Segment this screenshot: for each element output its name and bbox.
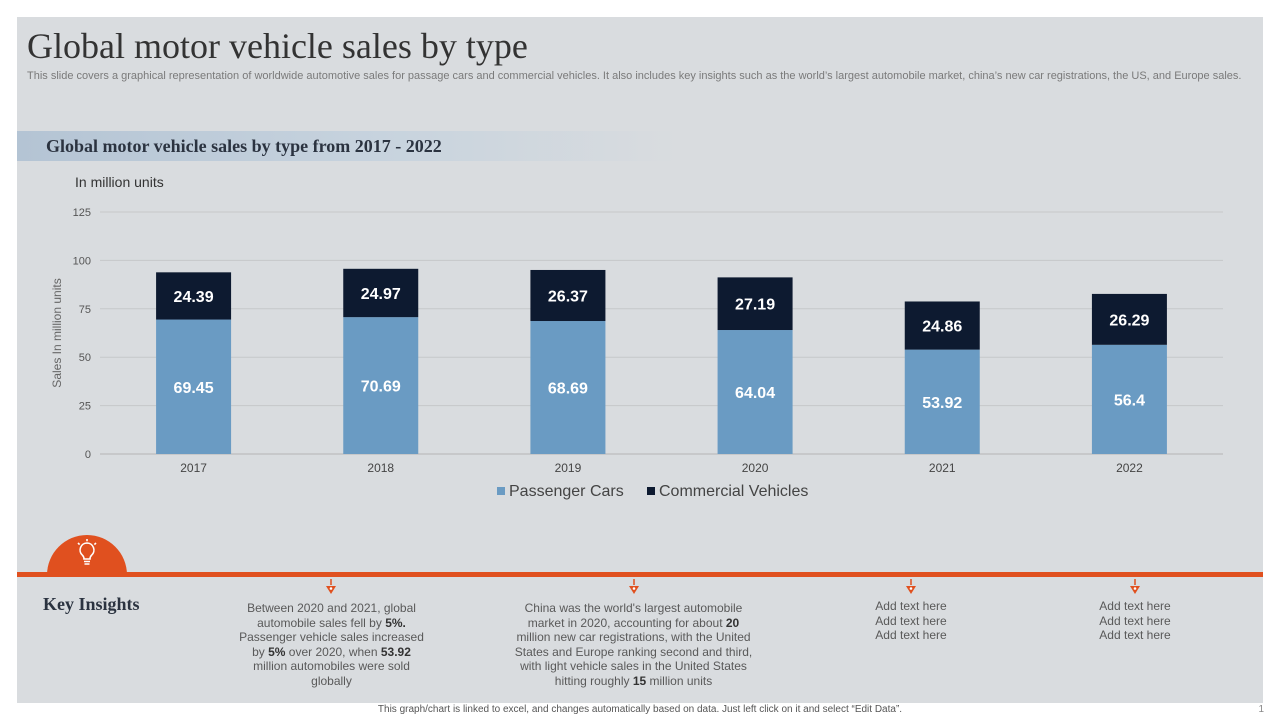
y-tick-label: 125 [73, 207, 91, 219]
data-label: 26.29 [1109, 312, 1149, 329]
x-tick-label: 2019 [555, 461, 582, 475]
accent-divider [17, 572, 1263, 577]
bar-commercial-vehicles-2021 [904, 301, 980, 350]
map-pin-icon [1130, 579, 1140, 594]
legend-swatch [497, 487, 505, 495]
bar-commercial-vehicles-2022 [1091, 293, 1167, 345]
y-axis-label: Sales In million units [50, 278, 64, 387]
bar-commercial-vehicles-2018 [343, 268, 419, 318]
data-label: 24.39 [174, 289, 214, 306]
footer-note: This graph/chart is linked to excel, and… [377, 704, 903, 715]
section-band: Global motor vehicle sales by type from … [17, 131, 677, 161]
y-tick-label: 25 [79, 401, 91, 413]
stacked-bar-chart: 0 25 50 75 100 125 Sales In million units 69.45… [50, 207, 1223, 500]
bar-passenger-cars-2022 [1091, 344, 1167, 454]
page-title: Global motor vehicle sales by type [27, 26, 528, 66]
data-label: 53.92 [922, 395, 962, 412]
x-tick-label: 2020 [742, 461, 769, 475]
y-tick-label: 100 [73, 255, 91, 267]
bar-commercial-vehicles-2020 [717, 277, 793, 331]
bar-commercial-vehicles-2017 [156, 272, 232, 320]
x-tick-label: 2018 [367, 461, 394, 475]
data-label: 64.04 [735, 385, 775, 402]
insight-text-4: Add text here Add text here Add text her… [1099, 599, 1171, 642]
data-label: 27.19 [735, 297, 775, 314]
bar-commercial-vehicles-2019 [530, 269, 606, 322]
data-label: 70.69 [361, 379, 401, 396]
key-insights-heading: Key Insights [43, 594, 140, 614]
x-tick-label: 2022 [1116, 461, 1143, 475]
x-tick-label: 2021 [929, 461, 956, 475]
bar-passenger-cars-2021 [904, 349, 980, 454]
bar-passenger-cars-2018 [343, 317, 419, 454]
map-pin-icon [326, 579, 336, 594]
lightbulb-icon [77, 539, 97, 565]
data-label: 24.97 [361, 286, 401, 303]
legend-entry: Passenger Cars [509, 483, 624, 500]
x-tick-label: 2017 [180, 461, 207, 475]
bar-passenger-cars-2020 [717, 330, 793, 454]
slide: Global motor vehicle sales by type This … [17, 17, 1263, 703]
map-pin-icon [906, 579, 916, 594]
map-pin-icon [629, 579, 639, 594]
insight-text-1: Between 2020 and 2021, global automobile… [239, 601, 424, 688]
page-subtitle: This slide covers a graphical representa… [27, 70, 1242, 82]
y-tick-label: 0 [85, 449, 91, 461]
y-tick-label: 50 [79, 352, 91, 364]
units-label: In million units [75, 174, 164, 190]
bar-passenger-cars-2017 [156, 319, 232, 454]
y-tick-label: 75 [79, 304, 91, 316]
insight-text-2: China was the world's largest automobile… [514, 601, 753, 688]
legend-entry: Commercial Vehicles [659, 483, 808, 500]
data-label: 68.69 [548, 381, 588, 398]
section-title: Global motor vehicle sales by type from … [46, 136, 442, 156]
legend-swatch [647, 487, 655, 495]
data-label: 56.4 [1114, 392, 1145, 409]
data-label: 69.45 [174, 380, 214, 397]
key-insights-panel: Key Insights Between 2020 and 2021, glob… [17, 577, 1263, 703]
page-number: 1 [1258, 704, 1264, 715]
data-label: 24.86 [922, 319, 962, 336]
data-label: 26.37 [548, 288, 588, 305]
bar-passenger-cars-2019 [530, 321, 606, 454]
insight-text-3: Add text here Add text here Add text her… [875, 599, 947, 642]
